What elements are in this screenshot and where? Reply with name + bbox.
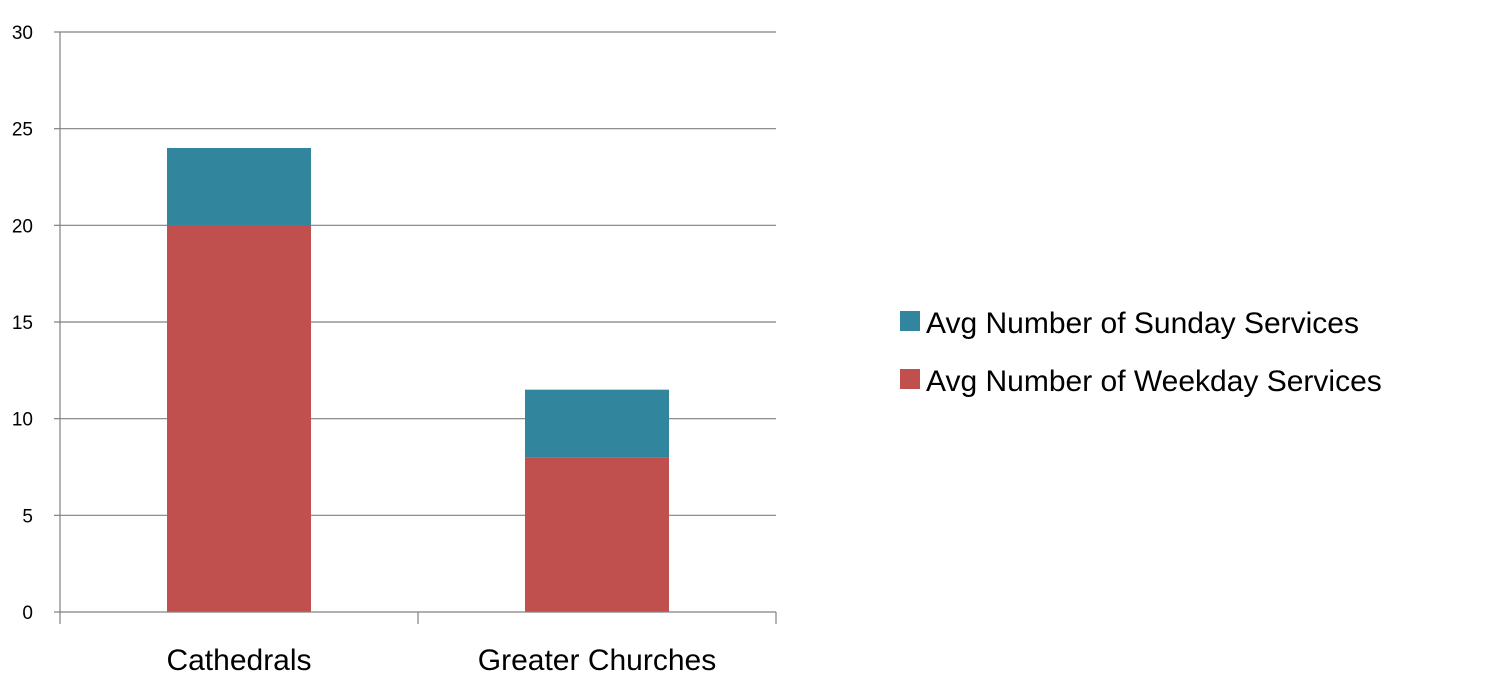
legend-swatch	[900, 369, 920, 389]
axes: 0 5 10 15 20 25 30 Cathedrals Greater Churches	[12, 23, 777, 677]
bar-segment	[167, 148, 311, 226]
y-tick-label: 25	[12, 120, 33, 141]
legend-label: Avg Number of Sunday Services	[926, 307, 1359, 340]
y-tick-label: 10	[12, 410, 33, 431]
x-category-label: Cathedrals	[166, 644, 311, 677]
x-category-label: Greater Churches	[478, 644, 716, 677]
bar-segment	[167, 225, 311, 613]
y-tick-label: 30	[12, 23, 33, 44]
legend-label: Avg Number of Weekday Services	[926, 365, 1382, 398]
y-tick-label: 20	[12, 216, 33, 237]
y-tick-label: 15	[12, 313, 33, 334]
bar-segment	[525, 457, 669, 612]
bars	[167, 148, 669, 613]
bar-segment	[525, 389, 669, 458]
y-tick-label: 0	[22, 603, 33, 624]
legend: Avg Number of Sunday Services Avg Number …	[900, 307, 1382, 398]
legend-swatch	[900, 311, 920, 331]
y-tick-label: 5	[22, 506, 33, 527]
